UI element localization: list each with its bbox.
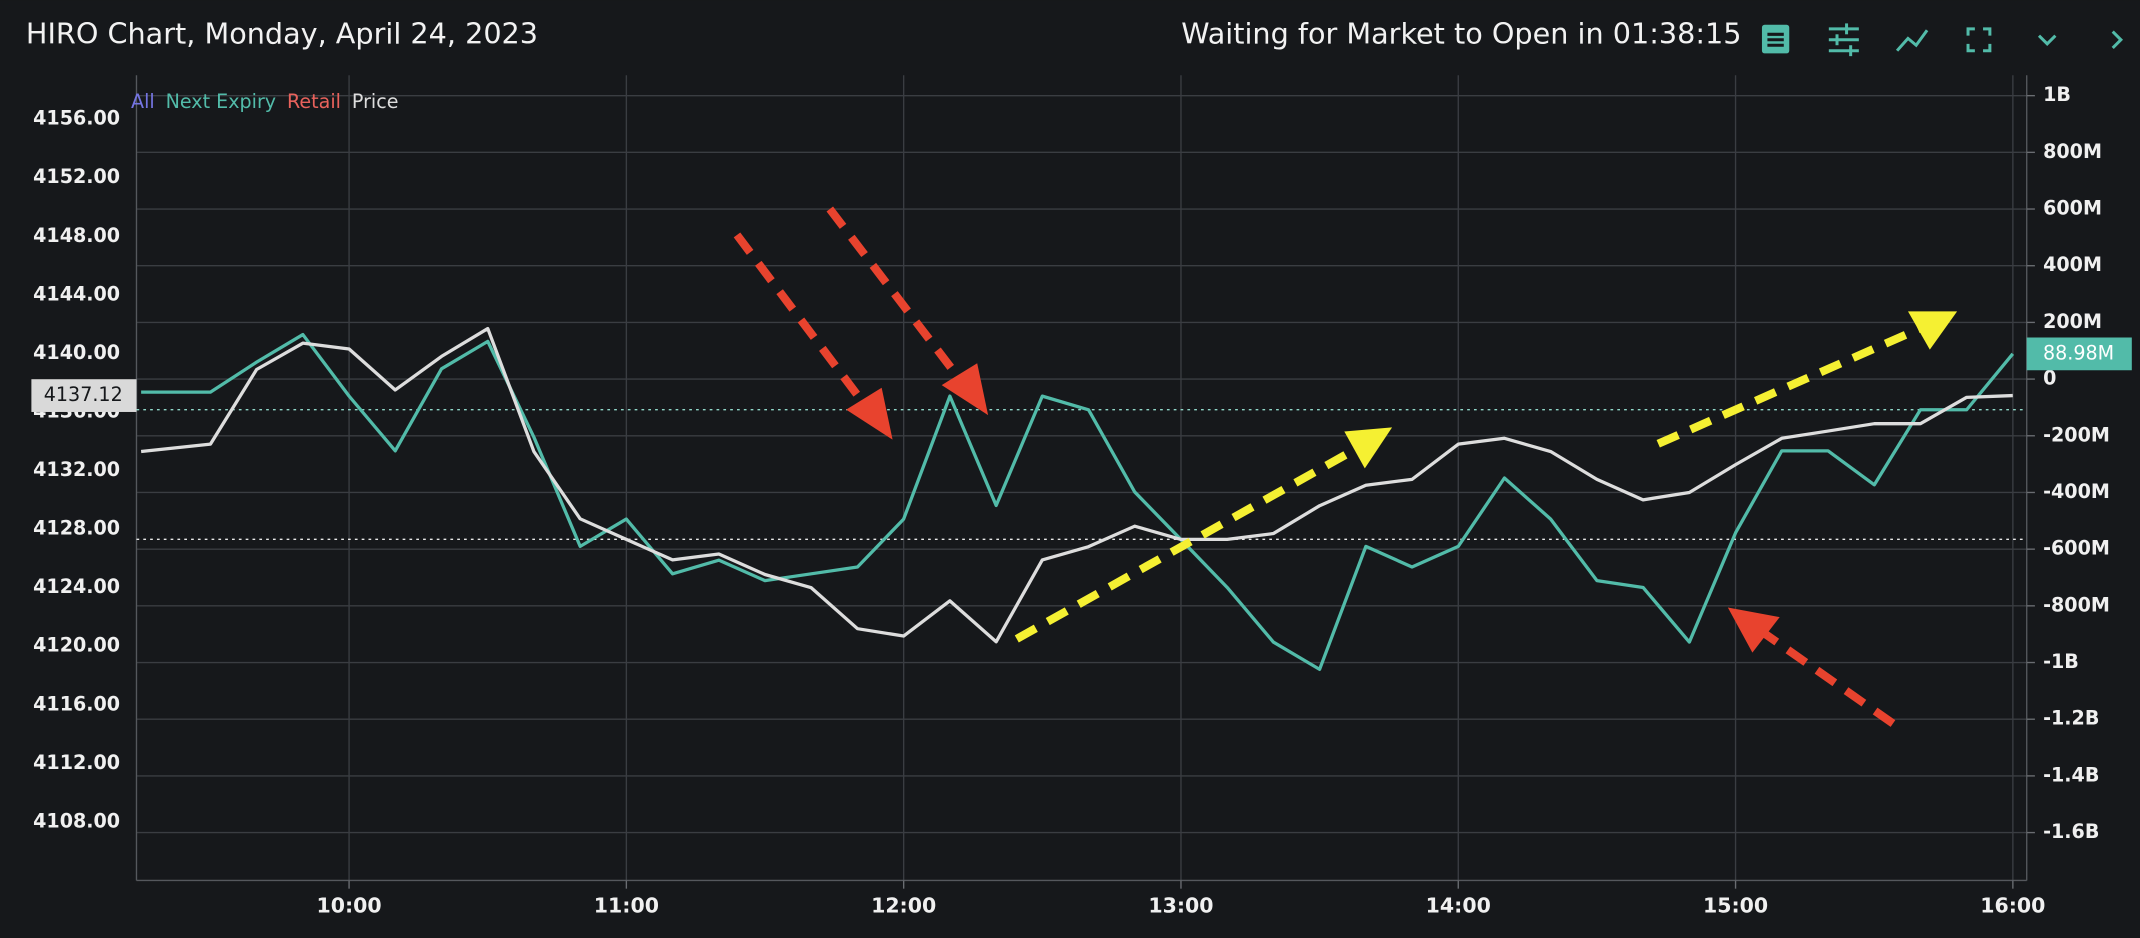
notes-icon[interactable] xyxy=(1761,24,1790,54)
y-tick-label: 4116.00 xyxy=(33,692,120,715)
y2-tick-label: -1.2B xyxy=(2043,707,2099,730)
next-icon[interactable] xyxy=(2111,30,2124,50)
y2-tick-label: 1B xyxy=(2043,83,2071,106)
yellow-arrow-head xyxy=(1907,311,1958,350)
y2-tick-label: -200M xyxy=(2043,423,2110,446)
red-arrow-head xyxy=(1727,607,1780,653)
yellow-arrow-head xyxy=(1344,427,1393,469)
yellow-arrow xyxy=(1014,444,1360,643)
y2-tick-label: -1.4B xyxy=(2043,763,2099,786)
x-tick-label: 11:00 xyxy=(594,893,659,917)
y2-tick-label: 200M xyxy=(2043,310,2102,333)
red-arrow xyxy=(1758,627,1896,727)
legend-entry: Price xyxy=(352,90,399,113)
last-price-box xyxy=(31,379,137,412)
y-tick-label: 4156.00 xyxy=(33,107,120,130)
y-tick-label: 4124.00 xyxy=(33,575,120,598)
y-tick-label: 4152.00 xyxy=(33,165,120,188)
dropdown-icon[interactable] xyxy=(2037,34,2057,46)
x-tick-label: 10:00 xyxy=(316,893,381,917)
legend-entry: Next Expiry xyxy=(166,90,277,113)
series-line xyxy=(140,326,2013,644)
y-tick-label: 4148.00 xyxy=(33,224,120,247)
y2-tick-label: -1B xyxy=(2043,650,2079,673)
market-status: Waiting for Market to Open in 01:38:15 xyxy=(1181,17,1741,51)
annotations xyxy=(733,206,1958,727)
last-price-label: 4137.12 xyxy=(44,383,123,406)
fullscreen-icon[interactable] xyxy=(1966,27,1992,53)
line-icon[interactable] xyxy=(1895,29,1929,52)
y-tick-label: 4112.00 xyxy=(33,751,120,774)
last-hiro-box xyxy=(2026,337,2132,371)
x-tick-label: 15:00 xyxy=(1703,893,1768,917)
yellow-arrow xyxy=(1656,323,1924,448)
y2-tick-label: 0 xyxy=(2043,367,2056,390)
x-tick-label: 14:00 xyxy=(1426,893,1491,917)
y2-tick-label: 800M xyxy=(2043,140,2102,163)
y2-tick-label: -800M xyxy=(2043,593,2110,616)
y-tick-label: 4132.00 xyxy=(33,458,120,481)
legend-entry: All xyxy=(131,90,155,113)
x-tick-label: 16:00 xyxy=(1980,893,2045,917)
toolbar xyxy=(1761,23,2124,57)
y-tick-label: 4120.00 xyxy=(33,634,120,657)
y-tick-label: 4128.00 xyxy=(33,517,120,540)
last-hiro-label: 88.98M xyxy=(2043,341,2114,364)
legend-entry: Retail xyxy=(287,90,341,113)
series-line xyxy=(141,332,2015,671)
y2-tick-label: 600M xyxy=(2043,197,2102,220)
y-tick-label: 4144.00 xyxy=(33,282,120,305)
y2-tick-label: -400M xyxy=(2043,480,2110,503)
y2-tick-label: 400M xyxy=(2043,253,2102,276)
y-tick-label: 4108.00 xyxy=(33,809,120,832)
y2-tick-label: -600M xyxy=(2043,537,2110,560)
axis-labels: 1B 800M 600M 400M 200M 0 -200M -400M -600M -800M -… xyxy=(31,83,2132,917)
red-arrow xyxy=(826,206,966,385)
red-arrow-head xyxy=(941,363,989,416)
settings-icon[interactable] xyxy=(1828,23,1859,57)
series-lines xyxy=(140,326,2015,671)
red-arrow-head xyxy=(846,387,893,440)
x-tick-label: 13:00 xyxy=(1148,893,1213,917)
y2-tick-label: -1.6B xyxy=(2043,820,2099,843)
y-tick-label: 4140.00 xyxy=(33,341,120,364)
chart-title: HIRO Chart, Monday, April 24, 2023 xyxy=(26,17,538,51)
red-arrow xyxy=(733,232,869,408)
x-tick-label: 12:00 xyxy=(871,893,936,917)
